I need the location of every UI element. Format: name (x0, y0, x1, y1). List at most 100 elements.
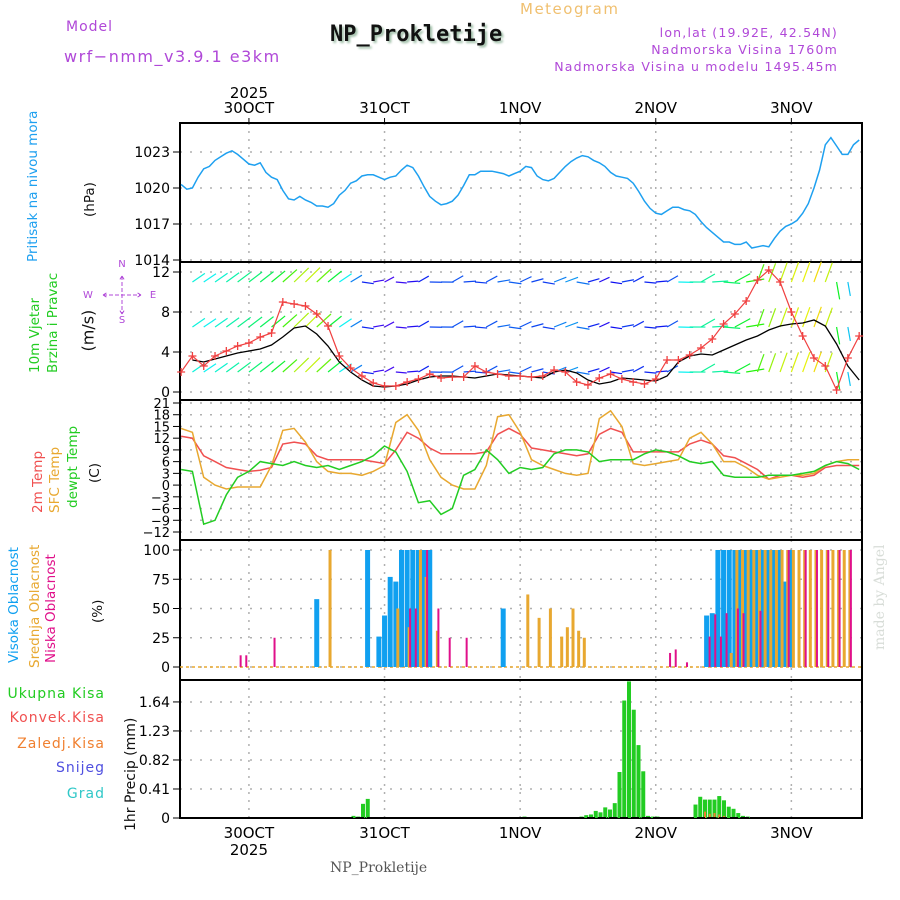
wind-arrow (248, 361, 263, 373)
wind-arrow (271, 360, 286, 373)
wind-arrow (282, 314, 298, 328)
wind-arrow (384, 276, 395, 283)
wind-arrow (621, 279, 635, 283)
cloud-mid-bar (774, 550, 778, 667)
precip-total-bar (641, 771, 646, 818)
wind-arrow (587, 368, 600, 373)
wind-arrow (655, 370, 668, 373)
wind-gust-marker (470, 362, 479, 370)
wind-arrow (644, 326, 657, 329)
wind-gust-marker (448, 373, 457, 381)
wind-gust-marker (606, 370, 615, 378)
cloud-mid-bar (820, 550, 824, 667)
wind-arrow (497, 324, 511, 328)
precip-total-bar (722, 800, 726, 818)
wind-arrow (259, 316, 274, 328)
wind-gust-marker (459, 373, 468, 381)
wind-arrow (214, 362, 228, 373)
wind-arrow (835, 281, 841, 300)
wind-arrow (407, 325, 419, 328)
y-tick-label: 1014 (134, 253, 170, 269)
wind-gust-marker (335, 352, 344, 360)
wind-gust-marker (798, 332, 807, 340)
cloud-mid-bar (808, 550, 812, 667)
cloud-low-bar (742, 613, 745, 667)
wind-arrow (802, 352, 811, 373)
wind-arrow (192, 272, 206, 283)
wind-gust-marker (516, 372, 525, 380)
precip-total-bar (712, 799, 717, 818)
y-tick-label: 50 (152, 602, 170, 618)
wind-arrow (248, 316, 263, 328)
precip-total-bar (636, 745, 641, 818)
y-tick-label: 21 (153, 397, 170, 412)
wind-arrow (282, 269, 298, 283)
wind-arrow (824, 262, 833, 283)
precip-total-bar (736, 813, 741, 818)
cloud-mid-bar (582, 637, 586, 667)
wind-arrow (485, 320, 498, 328)
x-tick-label-bottom: 1NOV (499, 824, 542, 842)
cloud-high-bar (393, 581, 399, 667)
wind-gust-marker (244, 339, 253, 347)
wind-arrow (768, 308, 777, 328)
x-tick-label-top: 2NOV (634, 99, 677, 117)
wind-arrow (700, 363, 716, 373)
page-title: NP_Prokletije (330, 22, 503, 47)
wind-gust-marker (312, 310, 321, 318)
cloud-mid-bar (780, 550, 784, 667)
cloud-high-bar (715, 550, 721, 667)
wind-arrow (802, 307, 811, 328)
wind-arrow (225, 362, 240, 373)
dewpt-line (180, 445, 860, 526)
cloud-high-bar (404, 550, 410, 667)
wind-gust-marker (504, 372, 513, 380)
wind-arrow (712, 325, 729, 328)
wind-gust-marker (787, 308, 796, 316)
wind-gust-marker (855, 332, 864, 340)
x-tick-label-top: 3NOV (770, 99, 813, 117)
wind-gust-marker (482, 368, 491, 376)
wind-arrow (407, 370, 419, 373)
cloud-low-bar (815, 550, 818, 667)
wind-arrow (282, 359, 298, 373)
cloud-high-bar (500, 608, 506, 667)
wind-arrow (655, 280, 668, 283)
precip-total-bar (698, 796, 703, 818)
y-tick-label: 0 (161, 385, 170, 401)
wind-arrow (384, 366, 395, 373)
wind-arrow (768, 263, 777, 283)
precip-total-bar (646, 815, 650, 818)
cloud-low-bar (245, 655, 248, 667)
wind-arrow (847, 281, 851, 297)
wind-arrow (847, 371, 851, 387)
wind-arrow (350, 274, 363, 283)
year-label-bottom: 2025 (230, 841, 268, 859)
cloud-low-bar (838, 550, 841, 667)
cloud-high-bar (738, 550, 744, 667)
wind-arrow (373, 369, 385, 373)
wind-gust-marker (369, 379, 378, 387)
wind-arrow (734, 273, 751, 283)
y-tick-label: 0 (162, 479, 170, 494)
y-tick-label: 25 (152, 631, 170, 647)
wind-arrow (565, 321, 579, 328)
wind-arrow (373, 324, 385, 328)
cloud-low-bar (437, 608, 440, 667)
cloud-low-bar (465, 637, 468, 667)
cloud-high-bar (754, 550, 760, 667)
wind-gust-marker (538, 372, 547, 380)
wind-arrow (519, 366, 532, 373)
wind-arrow (305, 357, 321, 373)
wind-arrow (712, 280, 729, 283)
wind-gust-marker (561, 368, 570, 376)
wind-arrow (610, 371, 623, 375)
wind-gust-marker (776, 278, 785, 286)
wind-arrow (350, 364, 363, 373)
wind-arrow (723, 326, 741, 329)
wind-arrow (519, 276, 532, 283)
wind-arrow (576, 281, 590, 285)
wind-arrow (418, 275, 430, 283)
y-tick-label: 12 (153, 432, 170, 447)
